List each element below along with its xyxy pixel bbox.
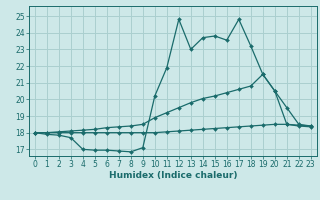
X-axis label: Humidex (Indice chaleur): Humidex (Indice chaleur) <box>108 171 237 180</box>
